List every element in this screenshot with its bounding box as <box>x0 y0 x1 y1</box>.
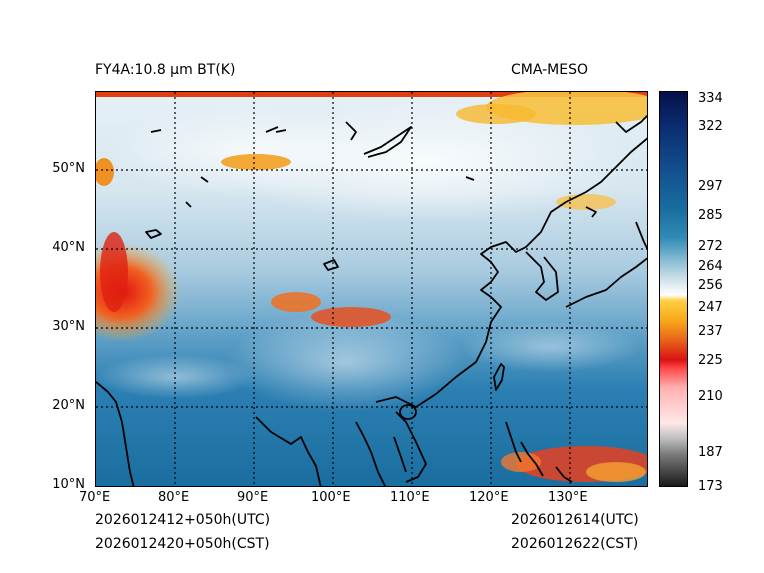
init-time-cst: 2026012420+050h(CST) <box>95 536 270 552</box>
colorbar-tick: 210 <box>698 389 723 404</box>
lat-label: 20°N <box>52 398 85 413</box>
product-title: FY4A:10.8 μm BT(K) <box>95 62 236 78</box>
gridlines <box>96 92 647 486</box>
colorbar-tick: 237 <box>698 324 723 339</box>
colorbar-tick: 272 <box>698 239 723 254</box>
colorbar-tick: 247 <box>698 300 723 315</box>
colorbar-tick: 334 <box>698 91 723 106</box>
colorbar <box>659 91 688 487</box>
coastlines <box>96 114 647 486</box>
colorbar-tick: 225 <box>698 353 723 368</box>
lon-label: 130°E <box>548 490 588 505</box>
colorbar-tick: 297 <box>698 179 723 194</box>
lon-label: 80°E <box>158 490 190 505</box>
colorbar-tick: 285 <box>698 208 723 223</box>
colorbar-tick: 264 <box>698 259 723 274</box>
valid-time-utc: 2026012614(UTC) <box>511 512 639 528</box>
lon-label: 120°E <box>469 490 509 505</box>
lon-label: 100°E <box>311 490 351 505</box>
lat-label: 50°N <box>52 161 85 176</box>
lon-label: 90°E <box>237 490 269 505</box>
init-time-utc: 2026012412+050h(UTC) <box>95 512 271 528</box>
lat-label: 40°N <box>52 240 85 255</box>
brightness-temperature-image <box>96 92 647 486</box>
colorbar-tick: 322 <box>698 119 723 134</box>
colorbar-tick: 187 <box>698 445 723 460</box>
lat-label: 10°N <box>52 477 85 492</box>
colorbar-tick: 173 <box>698 479 723 494</box>
lon-label: 70°E <box>79 490 111 505</box>
satellite-map <box>95 91 648 487</box>
model-name: CMA-MESO <box>511 62 589 78</box>
colorbar-tick: 256 <box>698 278 723 293</box>
lon-label: 110°E <box>390 490 430 505</box>
valid-time-cst: 2026012622(CST) <box>511 536 639 552</box>
lat-label: 30°N <box>52 319 85 334</box>
